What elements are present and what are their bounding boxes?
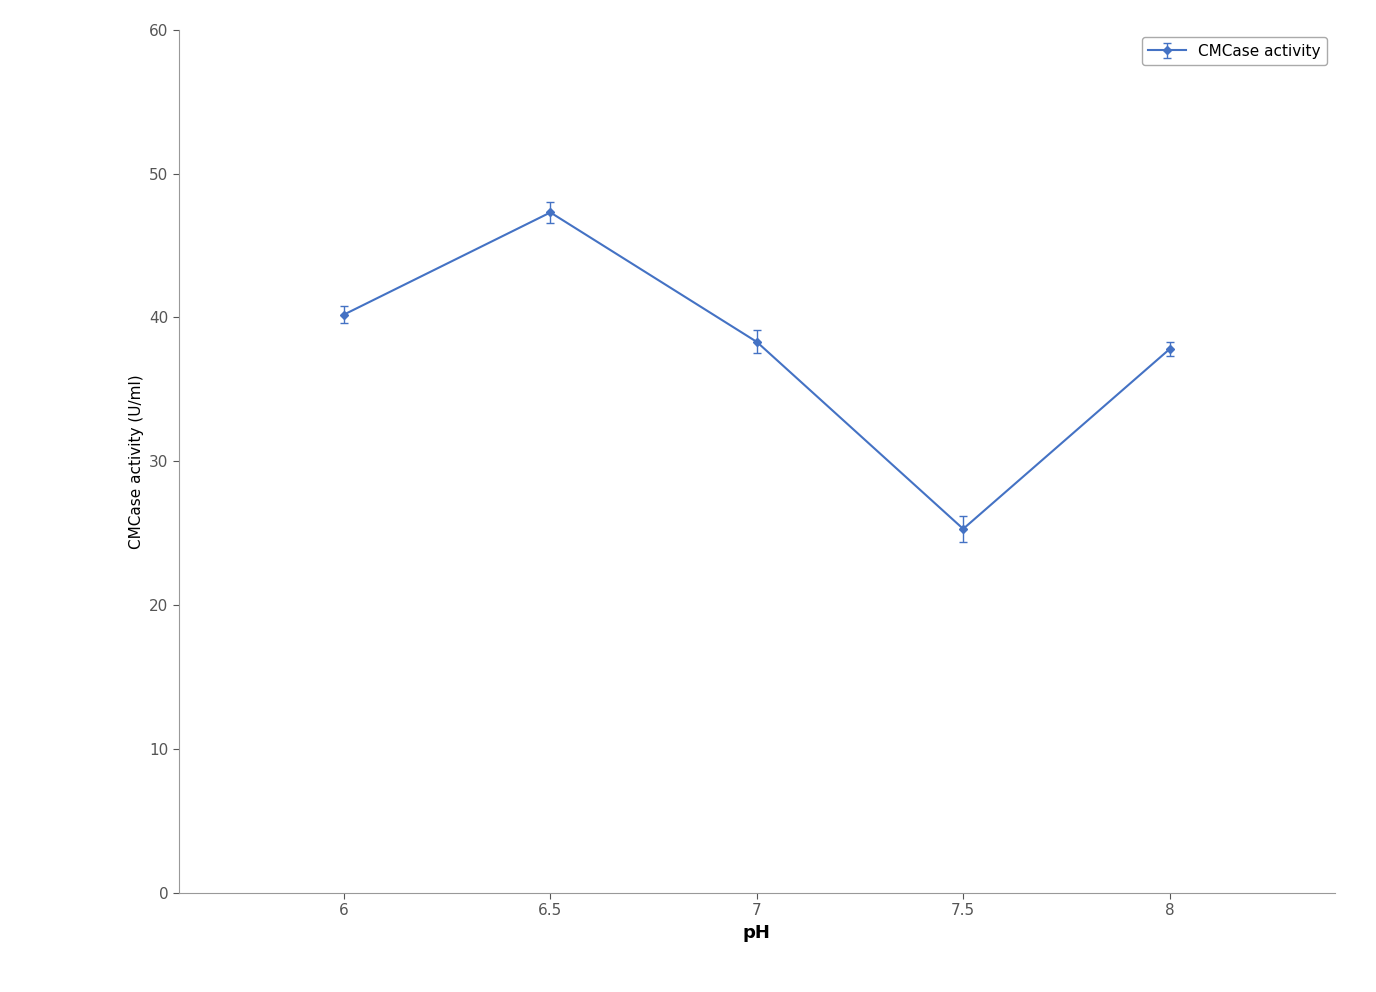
Legend: CMCase activity: CMCase activity — [1142, 38, 1326, 64]
Y-axis label: CMCase activity (U/ml): CMCase activity (U/ml) — [128, 374, 143, 549]
X-axis label: pH: pH — [743, 924, 771, 941]
